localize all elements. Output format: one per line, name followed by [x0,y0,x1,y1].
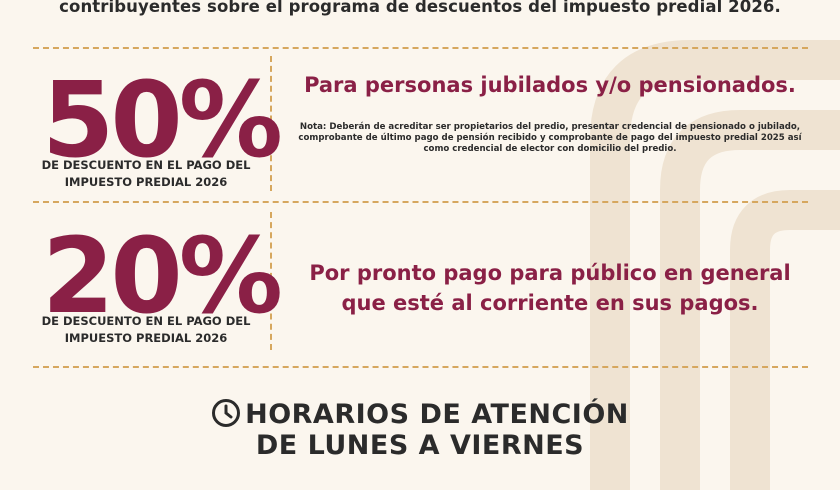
discount-subtitle: DE DESCUENTO EN EL PAGO DEL IMPUESTO PRE… [41,314,251,345]
discount-percent-20: 20% [42,215,283,337]
vertical-divider [270,56,272,191]
divider [33,201,808,203]
offer-headline: Por pronto pago para público en general … [309,261,791,315]
intro-text: contribuyentes sobre el programa de desc… [59,0,781,16]
discount-subtitle: DE DESCUENTO EN EL PAGO DEL IMPUESTO PRE… [41,158,251,189]
vertical-divider [270,212,272,350]
watermark-logo [590,40,840,490]
discount-percent-50: 50% [42,59,283,181]
hours-heading: HORARIOS DE ATENCIÓN DE LUNES A VIERNES [0,398,840,461]
divider [33,47,808,49]
clock-icon [212,399,241,427]
divider [33,366,808,368]
hours-line-1: HORARIOS DE ATENCIÓN [245,399,629,430]
offer-note: Nota: Deberán de acreditar ser propietar… [298,122,802,154]
offer-headline: Para personas jubilados y/o pensionados. [304,73,796,97]
hours-line-2: DE LUNES A VIERNES [255,430,585,461]
